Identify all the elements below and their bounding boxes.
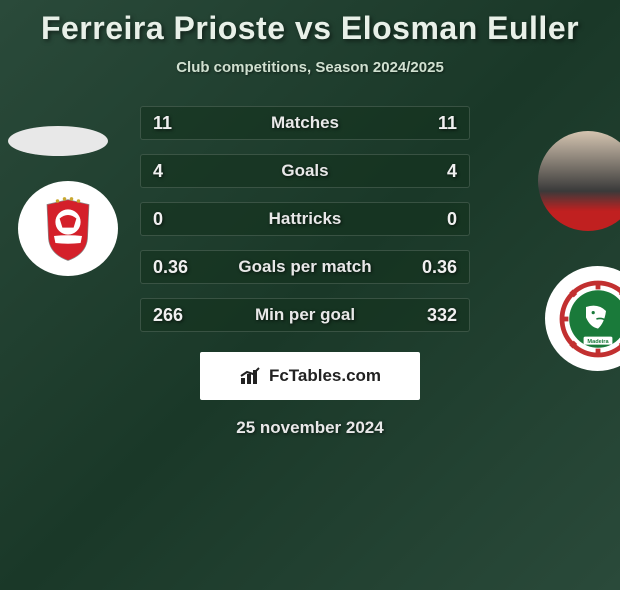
- stat-label: Goals: [281, 161, 328, 181]
- stat-right-value: 11: [417, 113, 457, 134]
- source-badge-label: FcTables.com: [269, 366, 381, 386]
- stat-left-value: 0: [153, 209, 193, 230]
- stat-label: Matches: [271, 113, 339, 133]
- stat-right-value: 0.36: [417, 257, 457, 278]
- main-container: Madeira 11 Matches 11 4 Goals 4 0 Hattri…: [0, 106, 620, 438]
- stats-list: 11 Matches 11 4 Goals 4 0 Hattricks 0 0.…: [140, 106, 470, 332]
- date-label: 25 november 2024: [20, 418, 600, 438]
- maritimo-logo-icon: Madeira: [558, 279, 620, 359]
- subtitle: Club competitions, Season 2024/2025: [0, 59, 620, 76]
- stat-row-min-per-goal: 266 Min per goal 332: [140, 298, 470, 332]
- club-right-logo: Madeira: [545, 266, 620, 371]
- stat-row-goals-per-match: 0.36 Goals per match 0.36: [140, 250, 470, 284]
- stat-left-value: 0.36: [153, 257, 193, 278]
- club-left-logo: [18, 181, 118, 276]
- benfica-logo-icon: [33, 194, 103, 264]
- stat-right-value: 0: [417, 209, 457, 230]
- player-right-avatar: [538, 131, 620, 231]
- stat-left-value: 266: [153, 305, 193, 326]
- stat-label: Min per goal: [255, 305, 355, 325]
- page-title: Ferreira Prioste vs Elosman Euller: [0, 10, 620, 47]
- stat-row-goals: 4 Goals 4: [140, 154, 470, 188]
- chart-icon: [239, 366, 263, 386]
- stat-left-value: 4: [153, 161, 193, 182]
- stat-label: Goals per match: [238, 257, 371, 277]
- svg-text:Madeira: Madeira: [587, 339, 609, 345]
- stat-row-matches: 11 Matches 11: [140, 106, 470, 140]
- stat-label: Hattricks: [269, 209, 342, 229]
- stat-right-value: 332: [417, 305, 457, 326]
- player-left-avatar: [8, 126, 108, 156]
- stat-left-value: 11: [153, 113, 193, 134]
- stat-right-value: 4: [417, 161, 457, 182]
- stat-row-hattricks: 0 Hattricks 0: [140, 202, 470, 236]
- source-badge[interactable]: FcTables.com: [200, 352, 420, 400]
